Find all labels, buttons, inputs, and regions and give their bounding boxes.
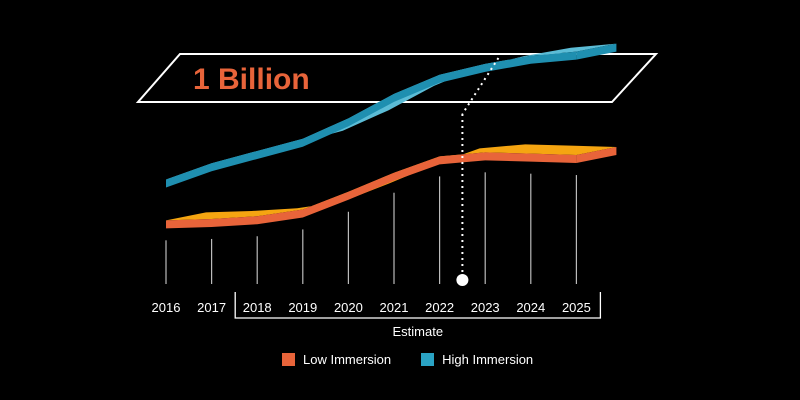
tick-label-2019: 2019 [288, 300, 317, 315]
tick-label-2016: 2016 [152, 300, 181, 315]
tick-label-2025: 2025 [562, 300, 591, 315]
legend-swatch-high [421, 353, 435, 366]
legend-item-high: High Immersion [421, 352, 533, 367]
legend-label-high: High Immersion [442, 352, 534, 367]
billion-callout-box [135, 53, 659, 103]
billion-marker [456, 57, 500, 286]
estimate-label: Estimate [393, 324, 444, 339]
tick-label-2024: 2024 [516, 300, 545, 315]
tick-label-2021: 2021 [380, 300, 409, 315]
marker-diagonal [461, 57, 500, 115]
high-immersion-end-cap [576, 43, 617, 60]
legend: Low Immersion High Immersion [282, 352, 533, 367]
tick-label-2017: 2017 [197, 300, 226, 315]
low-immersion-end-cap [576, 147, 617, 164]
low-immersion-surface [166, 144, 617, 221]
billion-callout: 1 Billion [135, 53, 659, 103]
marker-dot [456, 274, 469, 286]
tick-label-2020: 2020 [334, 300, 363, 315]
tick-label-2022: 2022 [425, 300, 454, 315]
series-low-immersion [166, 144, 617, 229]
low-immersion-edge [166, 152, 577, 229]
legend-label-low: Low Immersion [303, 352, 392, 367]
billion-callout-label: 1 Billion [193, 63, 310, 96]
tick-label-2018: 2018 [243, 300, 272, 315]
year-guide-lines [165, 172, 578, 284]
x-axis: 2016 2017 2018 2019 2020 2021 2022 2023 2024 2025… [152, 292, 602, 339]
legend-item-low: Low Immersion [282, 352, 391, 367]
legend-swatch-low [282, 353, 295, 366]
series-high-immersion [166, 43, 617, 188]
estimate-bracket [234, 292, 602, 319]
high-immersion-edge [166, 51, 577, 188]
tick-label-2023: 2023 [471, 300, 500, 315]
